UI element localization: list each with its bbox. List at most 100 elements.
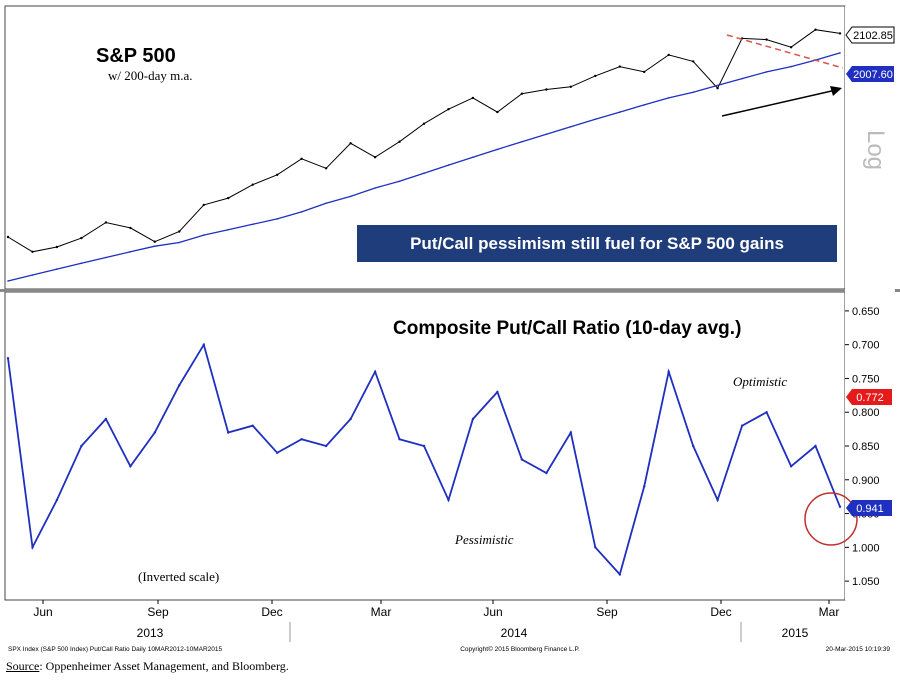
- ratio-tick-label: 1.050: [852, 576, 880, 588]
- price-point: [692, 60, 695, 63]
- put-call-point: [276, 451, 279, 454]
- ma-last-value: 2007.60: [853, 69, 893, 81]
- price-last-value: 2102.85: [853, 30, 893, 42]
- ma-point: [129, 251, 132, 253]
- ma-point: [472, 156, 474, 158]
- ratio-tick-label: 1.000: [852, 542, 880, 554]
- put-call-point: [104, 417, 108, 421]
- ratio-tags: 0.772 0.941: [846, 389, 892, 516]
- ma-point: [619, 111, 621, 113]
- source-label: Source: [6, 659, 40, 673]
- callout-text: Put/Call pessimism still fuel for S&P 50…: [410, 234, 784, 253]
- put-call-point: [80, 444, 83, 448]
- put-call-point: [55, 498, 59, 502]
- ratio-blue-value: 0.941: [856, 503, 884, 515]
- ma-point: [349, 195, 352, 198]
- price-point: [814, 28, 817, 31]
- ratio-tick-label: 0.900: [852, 475, 880, 487]
- ma-point: [716, 84, 719, 87]
- ma-point: [643, 104, 645, 106]
- price-point: [643, 70, 646, 74]
- price-point: [398, 140, 401, 143]
- ma-point: [105, 256, 107, 259]
- footer-center: Copyright© 2015 Bloomberg Finance L.P.: [460, 645, 580, 653]
- x-month-label: Jun: [33, 605, 52, 619]
- ma-point: [398, 180, 401, 183]
- highlight-circle: [804, 492, 858, 546]
- price-point: [80, 236, 83, 240]
- price-point: [545, 88, 548, 91]
- put-call-point: [153, 431, 156, 434]
- put-call-point: [6, 357, 10, 360]
- put-call-point: [447, 498, 450, 502]
- price-series-layer: [6, 28, 842, 282]
- put-call-point: [324, 444, 328, 448]
- price-point: [496, 110, 499, 114]
- put-call-point: [251, 424, 254, 427]
- optimistic-label: Optimistic: [733, 374, 787, 389]
- price-title: S&P 500: [96, 45, 176, 67]
- ratio-tick-label: 0.700: [852, 340, 880, 352]
- callout-box: [357, 225, 837, 262]
- source-note: Source: Oppenheimer Asset Management, an…: [6, 659, 289, 674]
- ma-point: [300, 211, 303, 213]
- ratio-series-layer: [6, 342, 842, 577]
- ma-point: [765, 71, 768, 73]
- ma-point: [374, 187, 376, 189]
- price-point: [618, 65, 621, 68]
- price-point: [202, 203, 205, 207]
- x-month-label: Jun: [483, 605, 502, 619]
- ma-last-tag: [846, 66, 894, 82]
- x-month-label: Dec: [710, 605, 731, 619]
- source-text: : Oppenheimer Asset Management, and Bloo…: [39, 659, 289, 673]
- ma-point: [447, 164, 450, 166]
- put-call-point: [471, 417, 475, 421]
- ma-point: [80, 262, 83, 265]
- put-call-point: [349, 417, 352, 421]
- put-call-point: [740, 424, 744, 427]
- price-point: [349, 142, 352, 145]
- footer-left: SPX Index (S&P 500 Index) Put/Call Ratio…: [8, 646, 223, 653]
- ma-point: [178, 241, 181, 244]
- price-point: [153, 240, 156, 243]
- price-point: [251, 183, 254, 186]
- x-month-label: Sep: [596, 605, 618, 619]
- put-call-point: [838, 505, 842, 508]
- price-point: [471, 96, 475, 100]
- price-point: [716, 87, 719, 90]
- x-axis: Jun Sep Dec Mar Jun Sep Dec Mar 2013 2014 2015: [33, 600, 839, 642]
- x-month-label: Mar: [819, 605, 840, 619]
- ma-point: [251, 223, 254, 226]
- price-point: [765, 38, 768, 41]
- x-month-label: Sep: [147, 605, 169, 619]
- ma-point: [570, 125, 572, 128]
- ratio-blue-tag: [846, 500, 892, 516]
- put-call-point: [129, 465, 132, 468]
- price-point: [324, 167, 328, 170]
- arrow-head: [830, 86, 842, 96]
- ma-point: [423, 172, 425, 174]
- footer-right: 20-Mar-2015 10:19:39: [826, 646, 891, 653]
- put-call-point: [202, 343, 205, 346]
- log-label: Log: [862, 130, 889, 170]
- ma-point: [667, 97, 670, 99]
- put-call-point: [814, 444, 817, 448]
- ma-point: [325, 202, 327, 204]
- ma-point: [594, 118, 597, 121]
- price-point: [276, 173, 279, 176]
- ma-point: [545, 133, 548, 135]
- price-point: [6, 235, 10, 239]
- put-call-point: [765, 411, 768, 414]
- put-call-point: [545, 471, 548, 475]
- price-point: [31, 250, 34, 253]
- price-point: [227, 196, 230, 200]
- price-point: [300, 157, 303, 160]
- put-call-point: [789, 465, 793, 468]
- put-call-point: [422, 444, 426, 448]
- price-tags: 2102.85 2007.60: [845, 26, 895, 82]
- put-call-point: [569, 431, 572, 434]
- ma-point: [692, 91, 694, 94]
- price-point: [594, 74, 597, 78]
- put-call-point: [373, 370, 377, 373]
- price-point: [838, 32, 842, 35]
